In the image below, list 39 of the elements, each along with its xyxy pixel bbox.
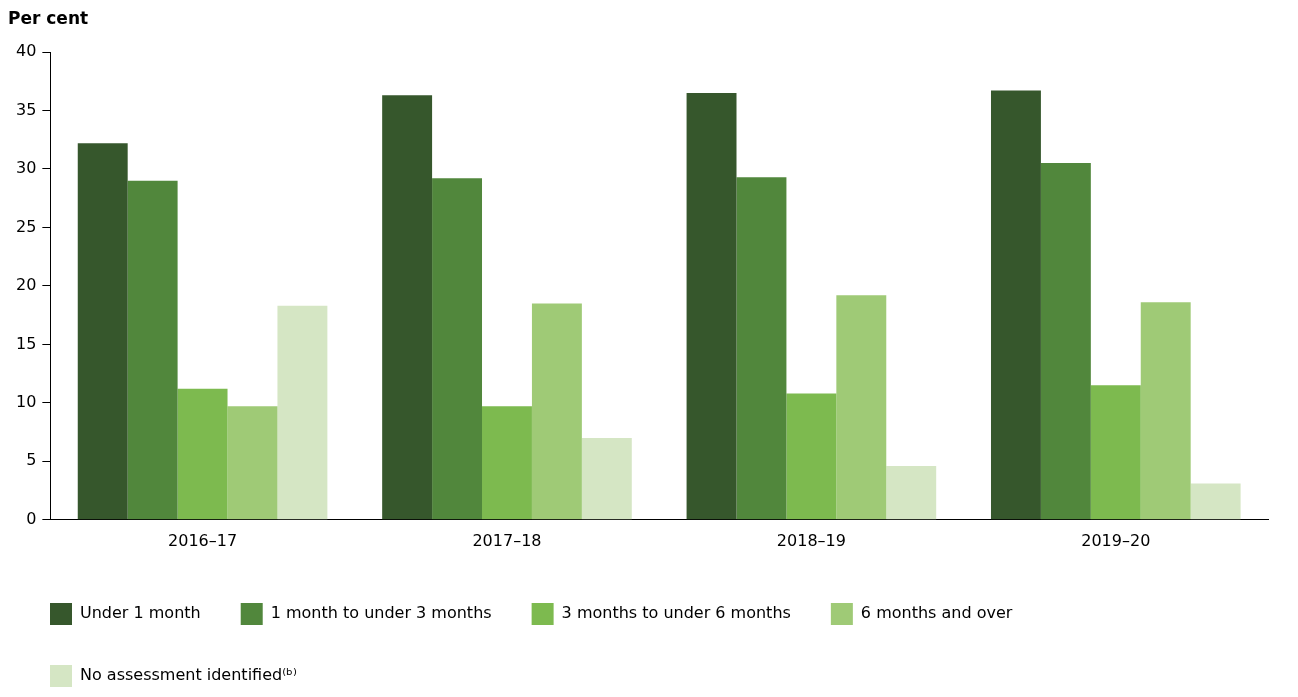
bar	[277, 305, 328, 520]
bar	[77, 143, 128, 520]
bar	[886, 466, 937, 520]
bar	[1190, 483, 1241, 520]
bar	[736, 177, 787, 520]
bar	[1040, 163, 1091, 520]
legend-label: 3 months to under 6 months	[561, 603, 791, 623]
y-tick-label: 15	[16, 333, 37, 353]
bar	[382, 95, 433, 520]
bar	[836, 295, 887, 520]
x-tick-label: 2017–18	[472, 530, 542, 550]
bar	[581, 437, 632, 520]
y-tick-label: 20	[16, 275, 37, 295]
bar	[482, 406, 532, 520]
bar	[432, 178, 483, 520]
y-tick-label: 5	[26, 450, 37, 470]
bar	[1090, 385, 1141, 520]
bar	[177, 388, 228, 520]
y-tick-label: 25	[16, 216, 37, 236]
bar	[786, 393, 837, 520]
y-tick-label: 35	[16, 99, 37, 119]
legend-label: Under 1 month	[80, 603, 201, 623]
bar	[227, 406, 278, 520]
bar	[686, 92, 737, 520]
bar	[1140, 302, 1191, 520]
x-tick-label: 2018–19	[776, 530, 846, 550]
bar	[127, 180, 178, 520]
x-tick-label: 2019–20	[1081, 530, 1151, 550]
x-tick-label: 2016–17	[168, 530, 238, 550]
legend-label: 6 months and over	[860, 603, 1013, 623]
y-axis-title: Per cent	[8, 8, 89, 28]
legend-label: 1 month to under 3 months	[270, 603, 492, 623]
y-tick-label: 30	[16, 158, 37, 178]
y-tick-label: 10	[16, 392, 37, 412]
y-tick-label: 0	[26, 508, 37, 528]
legend-label: No assessment identified⁽ᵇ⁾	[80, 665, 297, 685]
bar	[531, 303, 582, 520]
y-tick-label: 40	[16, 41, 37, 61]
bar	[990, 90, 1041, 520]
